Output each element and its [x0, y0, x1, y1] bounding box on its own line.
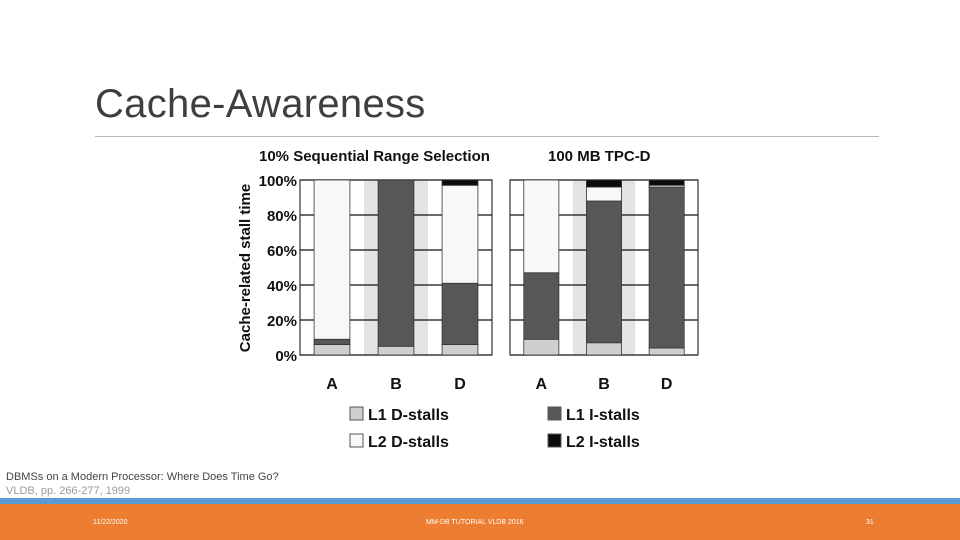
bar-segment	[523, 272, 560, 340]
bar-segment	[441, 282, 479, 345]
legend-swatch	[547, 406, 562, 421]
title-divider	[95, 136, 879, 137]
panel-title: 10% Sequential Range Selection	[259, 148, 490, 165]
footer-bar: 11/22/2020 MM-DB TUTORIAL VLDB 2016 31	[0, 504, 960, 540]
x-tick-label: A	[536, 376, 548, 393]
slide-title: Cache-Awareness	[95, 82, 426, 126]
x-tick-label: D	[661, 376, 673, 393]
legend-label: L1 I-stalls	[566, 407, 640, 424]
x-tick-label: B	[598, 376, 610, 393]
bar-segment	[441, 184, 479, 284]
chart-svg: Cache-related stall time0%20%40%60%80%10…	[237, 148, 699, 451]
y-tick-label: 60%	[267, 243, 297, 260]
legend-swatch	[547, 433, 562, 448]
bar-segment	[313, 179, 351, 340]
legend-item: L1 I-stalls	[547, 406, 640, 424]
bar-segment	[441, 344, 479, 356]
bar-segment	[586, 179, 622, 188]
panel-title: 100 MB TPC-D	[548, 148, 651, 165]
legend-label: L2 D-stalls	[368, 434, 449, 451]
bar-segment	[377, 345, 415, 356]
slide-number: 31	[866, 519, 874, 526]
citation: DBMSs on a Modern Processor: Where Does …	[6, 470, 279, 498]
stall-time-chart: Cache-related stall time 0% 20% 40% 60% 80% 10…	[230, 140, 710, 460]
chart-panel-2: 100 MB TPC-D A B D	[509, 148, 699, 393]
citation-title: DBMSs on a Modern Processor: Where Does …	[6, 471, 279, 483]
legend-item: L2 I-stalls	[547, 433, 640, 451]
x-tick-label: B	[390, 376, 402, 393]
legend-swatch	[349, 433, 364, 448]
y-axis-label: Cache-related stall time	[237, 184, 254, 352]
legend-swatch	[349, 406, 364, 421]
footer-accent-band	[0, 498, 960, 504]
chart-panel-1: 10% Sequential Range Selection A B D	[259, 148, 493, 393]
footer-title: MM-DB TUTORIAL VLDB 2016	[426, 519, 524, 526]
x-tick-label: D	[454, 376, 466, 393]
y-tick-label: 100%	[259, 173, 297, 190]
legend-label: L1 D-stalls	[368, 407, 449, 424]
bar-segment	[586, 342, 622, 356]
legend-item: L1 D-stalls	[349, 406, 449, 424]
bar-segment	[648, 347, 685, 356]
citation-venue: VLDB, pp. 266-277, 1999	[6, 485, 131, 497]
legend-item: L2 D-stalls	[349, 433, 449, 451]
bar-segment	[648, 179, 685, 186]
bar-segment	[586, 186, 622, 202]
bar-segment	[523, 338, 560, 356]
y-tick-label: 0%	[275, 348, 297, 365]
legend-label: L2 I-stalls	[566, 434, 640, 451]
bar-segment	[648, 186, 685, 349]
footer-date: 11/22/2020	[93, 519, 128, 526]
bar-segment	[586, 200, 622, 344]
y-tick-label: 40%	[267, 278, 297, 295]
bar-segment	[441, 179, 479, 186]
bar-segment	[313, 338, 351, 345]
y-tick-label: 80%	[267, 208, 297, 225]
x-tick-label: A	[326, 376, 338, 393]
y-tick-label: 20%	[267, 313, 297, 330]
bar-segment	[377, 179, 415, 347]
bar-segment	[313, 344, 351, 356]
bar-segment	[523, 179, 560, 274]
